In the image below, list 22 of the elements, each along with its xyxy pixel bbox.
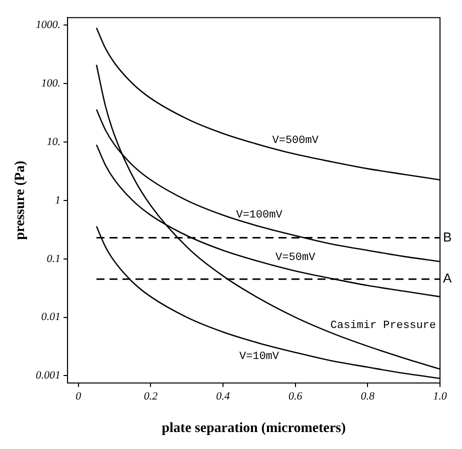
ref-line-label: A — [443, 270, 452, 286]
x-tick-label: 0.2 — [144, 390, 158, 402]
x-tick-label: 0 — [76, 390, 82, 402]
y-tick-label: 10. — [46, 136, 61, 148]
y-tick-label: 1000. — [36, 19, 61, 32]
y-tick-label: 1 — [55, 194, 61, 206]
x-tick-label: 0.8 — [360, 390, 376, 402]
series-label: Casimir Pressure — [330, 320, 436, 332]
y-tick-label: 0.001 — [36, 370, 61, 382]
series-label: V=100mV — [236, 209, 283, 222]
series-label: V=500mV — [272, 135, 319, 148]
y-tick-label: 0.01 — [41, 311, 61, 324]
y-tick-label: 0.1 — [46, 252, 61, 265]
x-tick-label: 0.4 — [216, 390, 230, 402]
y-tick-label: 100. — [41, 78, 61, 90]
series-label: V=10mV — [239, 351, 280, 364]
x-tick-label: 0.6 — [288, 390, 303, 402]
ref-line-label: B — [443, 229, 452, 244]
x-axis-title: plate separation (micrometers) — [162, 421, 346, 436]
y-axis-title: pressure (Pa) — [13, 160, 28, 240]
series-label: V=50mV — [276, 252, 316, 264]
x-tick-label: 1.0 — [433, 390, 448, 402]
